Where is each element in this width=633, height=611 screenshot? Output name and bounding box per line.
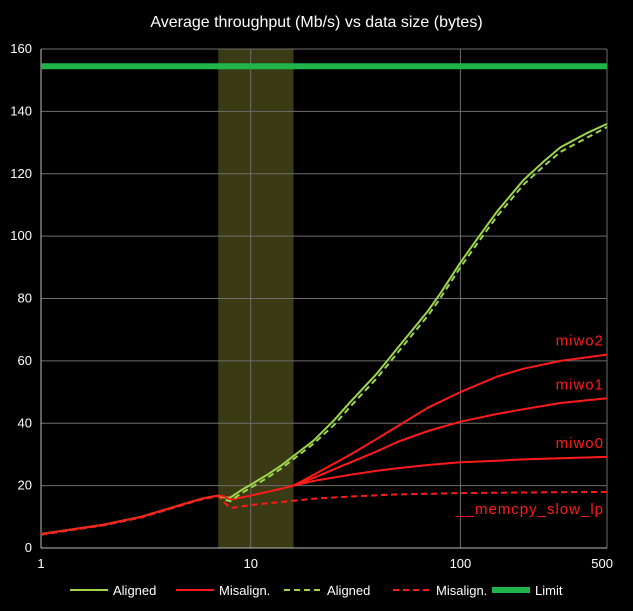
legend-label: Aligned	[327, 583, 370, 598]
annotated-curve-2	[293, 397, 608, 487]
legend-label: Aligned	[113, 583, 156, 598]
curve-label: miwo0	[556, 435, 604, 452]
y-tick-label: 160	[10, 41, 32, 56]
annotated-curve-3	[293, 455, 608, 487]
y-tick-label: 100	[10, 228, 32, 243]
chart-title: Average throughput (Mb/s) vs data size (…	[150, 14, 482, 31]
curve-label: __memcpy_slow_lp	[455, 501, 604, 518]
x-tick-label: 100	[450, 556, 472, 571]
series-layer	[40, 63, 608, 536]
x-tick-label: 500	[591, 556, 613, 571]
curve-label: miwo1	[556, 376, 604, 393]
legend-label: Misalign.	[219, 583, 270, 598]
series-line-4	[40, 490, 608, 536]
x-tick-label: 1	[37, 556, 44, 571]
y-tick-label: 40	[18, 415, 32, 430]
y-tick-label: 120	[10, 166, 32, 181]
y-tick-label: 20	[18, 478, 32, 493]
y-tick-label: 60	[18, 353, 32, 368]
grid-layer	[41, 48, 608, 548]
curve-label: miwo2	[556, 333, 604, 350]
legend: Aligned Misalign. Aligned Misalign. Limit	[70, 583, 563, 598]
x-tick-label: 10	[243, 556, 257, 571]
legend-label: Misalign.	[436, 583, 487, 598]
y-tick-label: 0	[25, 540, 32, 555]
y-tick-label: 80	[18, 291, 32, 306]
annotated-curve-1	[293, 353, 608, 487]
annotation-layer: miwo2 miwo1 miwo0 __memcpy_slow_lp	[455, 333, 604, 518]
legend-label: Limit	[535, 583, 563, 598]
axis-layer: 0 20 40 60 80 100 120 140 160 1 10 100 500	[10, 41, 613, 571]
y-tick-label: 140	[10, 103, 32, 118]
